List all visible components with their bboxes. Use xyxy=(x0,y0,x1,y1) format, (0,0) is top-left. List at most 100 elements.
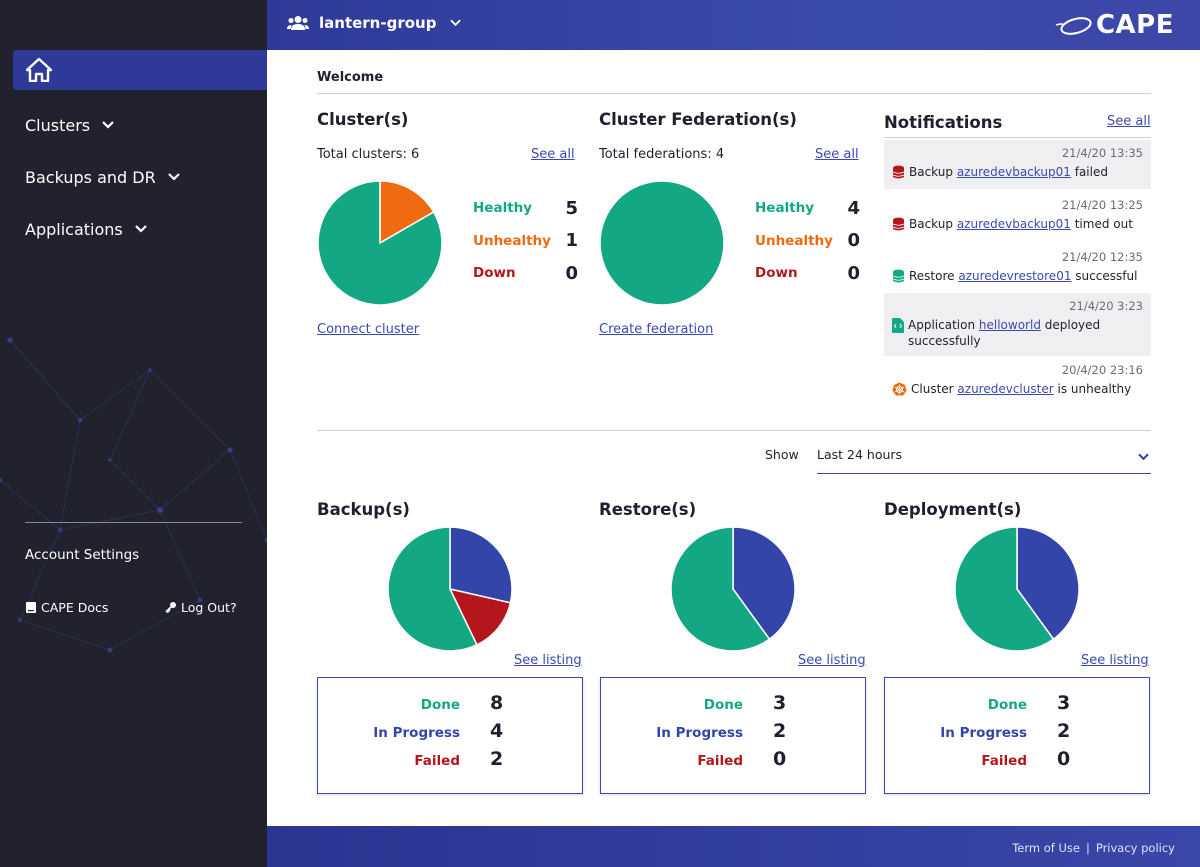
restores-stats-box: Done 3 In Progress 2 Failed 0 xyxy=(600,677,866,794)
network-background-decoration xyxy=(0,337,267,653)
pie-slice-failed xyxy=(448,587,512,646)
legend-label: Healthy xyxy=(473,200,533,217)
time-range-select[interactable]: Last 24 hours xyxy=(817,442,1151,474)
clusters-legend: Healthy 5 Unhealthy 1 Down 0 xyxy=(473,192,578,290)
group-selector[interactable]: lantern-group xyxy=(287,14,462,32)
notification-link[interactable]: azuredevbackup01 xyxy=(956,217,1071,231)
stat-value: 3 xyxy=(773,692,787,714)
legend-label: Down xyxy=(473,265,516,282)
sidebar-item-home[interactable] xyxy=(13,50,267,90)
backups-pie-chart xyxy=(387,526,513,652)
chevron-down-icon xyxy=(450,19,462,27)
cape-logo-swoosh-icon xyxy=(1055,17,1092,35)
terms-link[interactable]: Term of Use xyxy=(1012,841,1080,855)
code-file-icon xyxy=(892,318,904,333)
stat-value: 0 xyxy=(1057,748,1071,770)
legend-value: 4 xyxy=(847,197,860,219)
stat-value: 2 xyxy=(490,748,504,770)
notification-item[interactable]: 21/4/20 12:35 Restore azuredevrestore01 … xyxy=(884,244,1151,292)
helm-icon xyxy=(892,382,907,396)
stat-done: Done 8 xyxy=(318,692,582,720)
chevron-down-icon xyxy=(102,121,114,129)
legend-label: Healthy xyxy=(755,200,815,217)
legend-healthy: Healthy 5 xyxy=(473,192,578,225)
logout-label: Log Out? xyxy=(181,600,237,615)
notification-prefix: Cluster xyxy=(911,382,954,396)
pie-slice-in-progress xyxy=(1016,526,1080,641)
top-bar: lantern-group CAPE xyxy=(267,0,1200,50)
federations-legend: Healthy 4 Unhealthy 0 Down 0 xyxy=(755,192,860,290)
stat-done: Done 3 xyxy=(601,692,865,720)
legend-value: 0 xyxy=(565,262,578,284)
legend-label: Unhealthy xyxy=(755,232,833,249)
clusters-total: Total clusters: 6 xyxy=(317,147,420,162)
notification-suffix: deployed successfully xyxy=(908,318,1101,348)
pie-slice-in-progress xyxy=(449,526,513,604)
legend-value: 0 xyxy=(847,230,860,252)
clusters-see-all-link[interactable]: See all xyxy=(531,147,575,162)
sidebar-divider xyxy=(25,522,242,523)
backups-stats-box: Done 8 In Progress 4 Failed 2 xyxy=(317,677,583,794)
notification-link[interactable]: azuredevbackup01 xyxy=(956,165,1071,179)
docs-link[interactable]: CAPE Docs xyxy=(25,600,108,615)
stat-label: Done xyxy=(987,697,1027,713)
notification-item[interactable]: 21/4/20 3:23 Application helloworld depl… xyxy=(884,293,1151,356)
sidebar: Clusters Backups and DR Applications Acc… xyxy=(0,0,267,867)
pie-slice-healthy xyxy=(317,180,443,306)
footer: Term of Use | Privacy policy xyxy=(267,826,1200,867)
sidebar-item-clusters[interactable]: Clusters xyxy=(25,113,114,137)
connect-cluster-link[interactable]: Connect cluster xyxy=(317,322,420,337)
deployments-see-listing-link[interactable]: See listing xyxy=(1081,653,1149,668)
stat-label: Done xyxy=(420,697,460,713)
stat-value: 2 xyxy=(773,720,787,742)
notification-item[interactable]: 21/4/20 13:25 Backup azuredevbackup01 ti… xyxy=(884,192,1151,242)
deployments-stats-box: Done 3 In Progress 2 Failed 0 xyxy=(884,677,1150,794)
stat-value: 0 xyxy=(773,748,787,770)
legend-down: Down 0 xyxy=(755,257,860,290)
pie-slice-done xyxy=(670,526,771,652)
pie-slice-in-progress xyxy=(732,526,796,641)
privacy-link[interactable]: Privacy policy xyxy=(1095,841,1175,855)
database-icon xyxy=(892,269,905,283)
notification-link[interactable]: azuredevrestore01 xyxy=(958,269,1072,283)
stat-value: 8 xyxy=(490,692,504,714)
notification-time: 21/4/20 13:35 xyxy=(1061,146,1143,160)
notification-time: 21/4/20 13:25 xyxy=(1061,198,1143,212)
users-icon xyxy=(287,16,309,30)
stat-value: 2 xyxy=(1057,720,1071,742)
notification-suffix: is unhealthy xyxy=(1057,382,1132,396)
restores-title: Restore(s) xyxy=(599,500,697,519)
notification-link[interactable]: helloworld xyxy=(978,318,1041,332)
logout-link[interactable]: Log Out? xyxy=(164,600,237,615)
stat-label: Failed xyxy=(981,753,1027,769)
sidebar-item-applications[interactable]: Applications xyxy=(25,217,147,241)
group-name: lantern-group xyxy=(319,14,437,32)
stat-label: Failed xyxy=(414,753,460,769)
notification-item[interactable]: 21/4/20 13:35 Backup azuredevbackup01 fa… xyxy=(884,140,1151,189)
key-icon xyxy=(165,602,176,614)
stat-failed: Failed 2 xyxy=(318,748,582,776)
notification-link[interactable]: azuredevcluster xyxy=(957,382,1054,396)
notification-item[interactable]: 20/4/20 23:16 Cluster azuredevcluster is… xyxy=(884,357,1151,407)
backups-title: Backup(s) xyxy=(317,500,410,519)
notifications-title: Notifications xyxy=(884,113,1003,132)
backups-see-listing-link[interactable]: See listing xyxy=(514,653,582,668)
restores-see-listing-link[interactable]: See listing xyxy=(798,653,866,668)
create-federation-link[interactable]: Create federation xyxy=(599,322,714,337)
sidebar-item-label: Clusters xyxy=(25,115,91,135)
federations-see-all-link[interactable]: See all xyxy=(815,147,859,162)
account-settings-link[interactable]: Account Settings xyxy=(25,547,140,563)
notification-prefix: Restore xyxy=(909,269,955,283)
divider xyxy=(884,137,1151,138)
legend-unhealthy: Unhealthy 1 xyxy=(473,225,578,258)
restores-pie-chart xyxy=(670,526,796,652)
footer-separator: | xyxy=(1085,841,1090,855)
show-label: Show xyxy=(765,447,799,462)
notifications-see-all-link[interactable]: See all xyxy=(1107,114,1151,129)
notification-prefix: Backup xyxy=(909,165,953,179)
federations-pie-chart xyxy=(599,180,725,306)
docs-label: CAPE Docs xyxy=(41,600,109,615)
divider xyxy=(317,430,1151,431)
database-icon xyxy=(892,165,905,179)
sidebar-item-backups-dr[interactable]: Backups and DR xyxy=(25,165,180,189)
